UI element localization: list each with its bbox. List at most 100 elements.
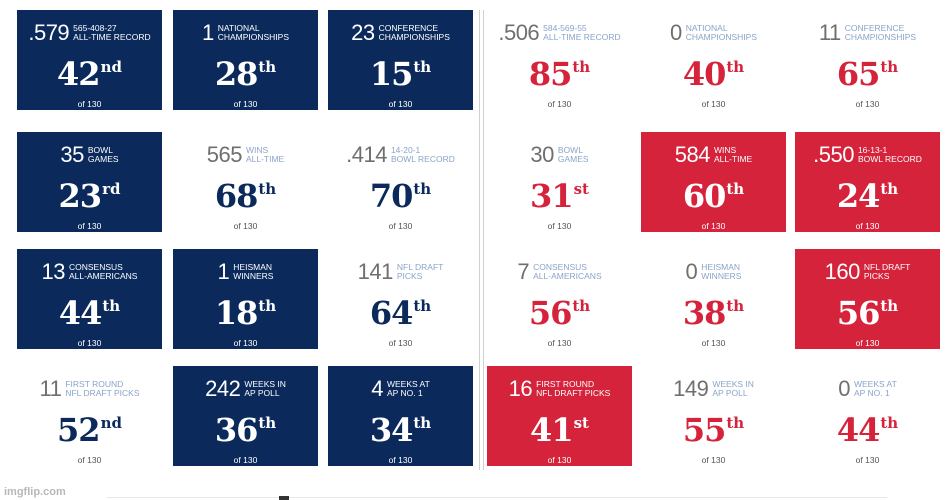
stat-value: 0 [685,259,698,284]
stat-value: .506 [498,20,540,45]
stat-header: 565 WINS ALL-TIME [173,143,318,167]
rank-suffix: th [258,58,277,76]
stat-value: 7 [517,259,530,284]
stat-label: 565-408-27 ALL-TIME RECORD [73,23,151,42]
rank-total: of 130 [388,221,413,231]
stat-value: 565 [206,142,243,167]
stat-rank: 70th [328,171,473,214]
rank-total: of 130 [701,455,726,465]
rank-number: 24 [836,177,881,215]
rank-total: of 130 [233,221,258,231]
stat-rank: 36th [173,405,318,448]
stat-rank: 15th [328,49,473,92]
rank-suffix: nd [100,414,122,432]
stat-tile: 584 WINS ALL-TIME 60th of 130 [641,132,786,232]
rank-number: 44 [58,294,103,332]
rank-number: 31 [530,177,574,215]
stat-rank: 85th [487,49,632,92]
stat-header: 7 CONSENSUS ALL-AMERICANS [487,260,632,284]
stat-tile: 11 FIRST ROUND NFL DRAFT PICKS 52nd of 130 [17,366,162,466]
stat-tile: 149 WEEKS IN AP POLL 55th of 130 [641,366,786,466]
rank-total: of 130 [77,455,102,465]
stat-tile: 11 CONFERENCE CHAMPIONSHIPS 65th of 130 [795,10,940,110]
stat-rank: 31st [487,171,632,214]
stat-label: CONFERENCE CHAMPIONSHIPS [378,23,450,42]
stat-tile: .414 14-20-1 BOWL RECORD 70th of 130 [328,132,473,232]
rank-suffix: th [258,297,277,315]
stat-tile: 35 BOWL GAMES 23rd of 130 [17,132,162,232]
stat-header: 30 BOWL GAMES [487,143,632,167]
rank-suffix: th [726,58,745,76]
stat-rank: 64th [328,288,473,331]
stat-value: 16 [508,376,533,401]
stat-label: WEEKS IN AP POLL [712,379,754,398]
stat-header: 160 NFL DRAFT PICKS [795,260,940,284]
stat-value: 35 [60,142,84,167]
stat-tile: 0 WEEKS AT AP NO. 1 44th of 130 [795,366,940,466]
rank-suffix: th [413,297,432,315]
rank-total: of 130 [77,338,102,348]
rank-suffix: th [258,180,277,198]
stat-label: 14-20-1 BOWL RECORD [390,145,455,164]
stat-tile: 16 FIRST ROUND NFL DRAFT PICKS 41st of 130 [487,366,632,466]
stat-rank: 60th [641,171,786,214]
stat-header: 242 WEEKS IN AP POLL [173,377,318,401]
stat-rank: 34th [328,405,473,448]
stat-rank: 23rd [17,171,162,214]
stat-header: 1 HEISMAN WINNERS [173,260,318,284]
stat-tile: .550 16-13-1 BOWL RECORD 24th of 130 [795,132,940,232]
stat-tile: 7 CONSENSUS ALL-AMERICANS 56th of 130 [487,249,632,349]
rank-number: 52 [57,411,101,449]
rank-total: of 130 [855,221,880,231]
rank-total: of 130 [855,455,880,465]
stat-rank: 68th [173,171,318,214]
rank-suffix: th [572,297,591,315]
scroll-thumb[interactable] [279,496,289,500]
stat-label: BOWL GAMES [87,145,119,164]
rank-total: of 130 [547,221,572,231]
right-team-panel: .506 584-569-55 ALL-TIME RECORD 85th of 130… [483,10,942,470]
stat-value: 242 [205,376,241,401]
stat-header: .579 565-408-27 ALL-TIME RECORD [17,21,162,45]
rank-total: of 130 [547,338,572,348]
rank-suffix: th [880,58,899,76]
stat-tile: .579 565-408-27 ALL-TIME RECORD 42nd of 130 [17,10,162,110]
stat-value: 4 [371,376,383,401]
stat-label: BOWL GAMES [557,145,589,164]
stat-label: 584-569-55 ALL-TIME RECORD [543,23,621,42]
scroll-track[interactable] [107,497,887,498]
stat-value: 13 [41,259,66,284]
stat-rank: 56th [795,288,940,331]
stat-header: 35 BOWL GAMES [17,143,162,167]
stat-rank: 40th [641,49,786,92]
rank-suffix: th [726,414,745,432]
stat-header: .550 16-13-1 BOWL RECORD [795,143,940,167]
rank-total: of 130 [77,221,102,231]
rank-number: 64 [369,294,414,332]
stat-label: WINS ALL-TIME [245,145,285,164]
stat-header: .506 584-569-55 ALL-TIME RECORD [487,21,632,45]
rank-total: of 130 [388,455,413,465]
rank-suffix: th [726,297,745,315]
rank-total: of 130 [233,338,258,348]
rank-total: of 130 [855,338,880,348]
stat-tile: 141 NFL DRAFT PICKS 64th of 130 [328,249,473,349]
stat-label: FIRST ROUND NFL DRAFT PICKS [65,379,140,398]
rank-number: 28 [214,55,259,93]
rank-suffix: th [413,58,432,76]
stat-label: HEISMAN WINNERS [233,262,274,281]
stat-label: WEEKS IN AP POLL [244,379,286,398]
stat-value: 11 [818,20,841,45]
rank-number: 60 [682,177,727,215]
stat-value: 0 [838,376,850,401]
rank-suffix: th [258,414,277,432]
stat-header: 23 CONFERENCE CHAMPIONSHIPS [328,21,473,45]
rank-suffix: th [880,180,899,198]
stat-tile: 1 NATIONAL CHAMPIONSHIPS 28th of 130 [173,10,318,110]
stat-header: 4 WEEKS AT AP NO. 1 [328,377,473,401]
rank-number: 38 [682,294,727,332]
rank-number: 34 [369,411,414,449]
stat-tile: 1 HEISMAN WINNERS 18th of 130 [173,249,318,349]
stat-label: HEISMAN WINNERS [701,262,742,281]
rank-suffix: th [880,297,899,315]
